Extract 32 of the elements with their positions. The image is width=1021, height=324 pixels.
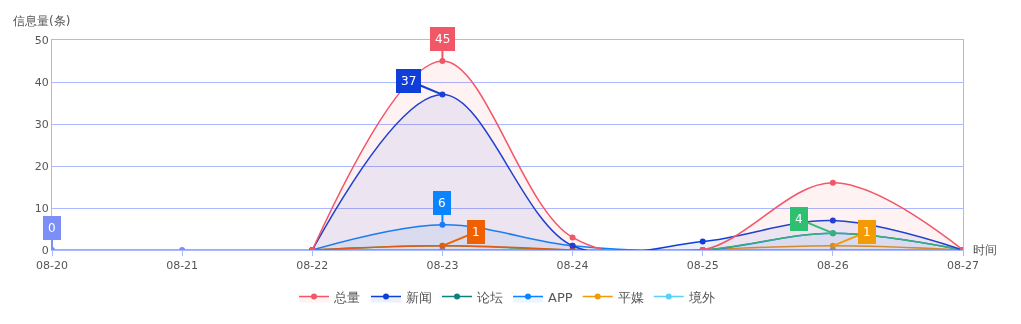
y-tick-label: 50 xyxy=(34,33,49,47)
y-tick-label: 10 xyxy=(34,201,49,215)
x-tick-label: 08-24 xyxy=(556,259,589,273)
legend-label: 总量 xyxy=(333,289,360,305)
data-label: 45 xyxy=(435,32,451,46)
x-tick-label: 08-22 xyxy=(296,259,329,273)
x-tick-label: 08-26 xyxy=(816,259,849,273)
point xyxy=(569,234,576,241)
data-label: 37 xyxy=(401,74,417,88)
y-tick-label: 0 xyxy=(41,243,49,257)
legend-label: 平媒 xyxy=(617,289,644,305)
point xyxy=(829,217,836,224)
y-axis-title: 信息量(条) xyxy=(13,14,71,28)
legend-label: 境外 xyxy=(687,289,715,305)
legend-label: 论坛 xyxy=(477,289,503,305)
data-label: 4 xyxy=(795,212,803,226)
point xyxy=(699,238,706,245)
x-tick-label: 08-23 xyxy=(426,259,459,273)
data-label: 1 xyxy=(472,225,480,239)
x-tick-label: 08-27 xyxy=(947,259,979,273)
x-tick-label: 08-21 xyxy=(166,259,199,273)
x-tick-label: 08-25 xyxy=(686,259,719,273)
x-tick-label: 08-20 xyxy=(36,259,68,273)
y-tick-label: 20 xyxy=(34,159,49,173)
data-label: 6 xyxy=(438,196,446,210)
x-axis-title: 时间 xyxy=(973,243,997,257)
data-label: 1 xyxy=(863,225,871,239)
y-tick-label: 40 xyxy=(34,75,49,89)
legend-label: 新闻 xyxy=(406,289,432,305)
legend-label: APP xyxy=(548,289,573,305)
y-tick-label: 30 xyxy=(34,117,49,131)
point xyxy=(829,179,836,186)
